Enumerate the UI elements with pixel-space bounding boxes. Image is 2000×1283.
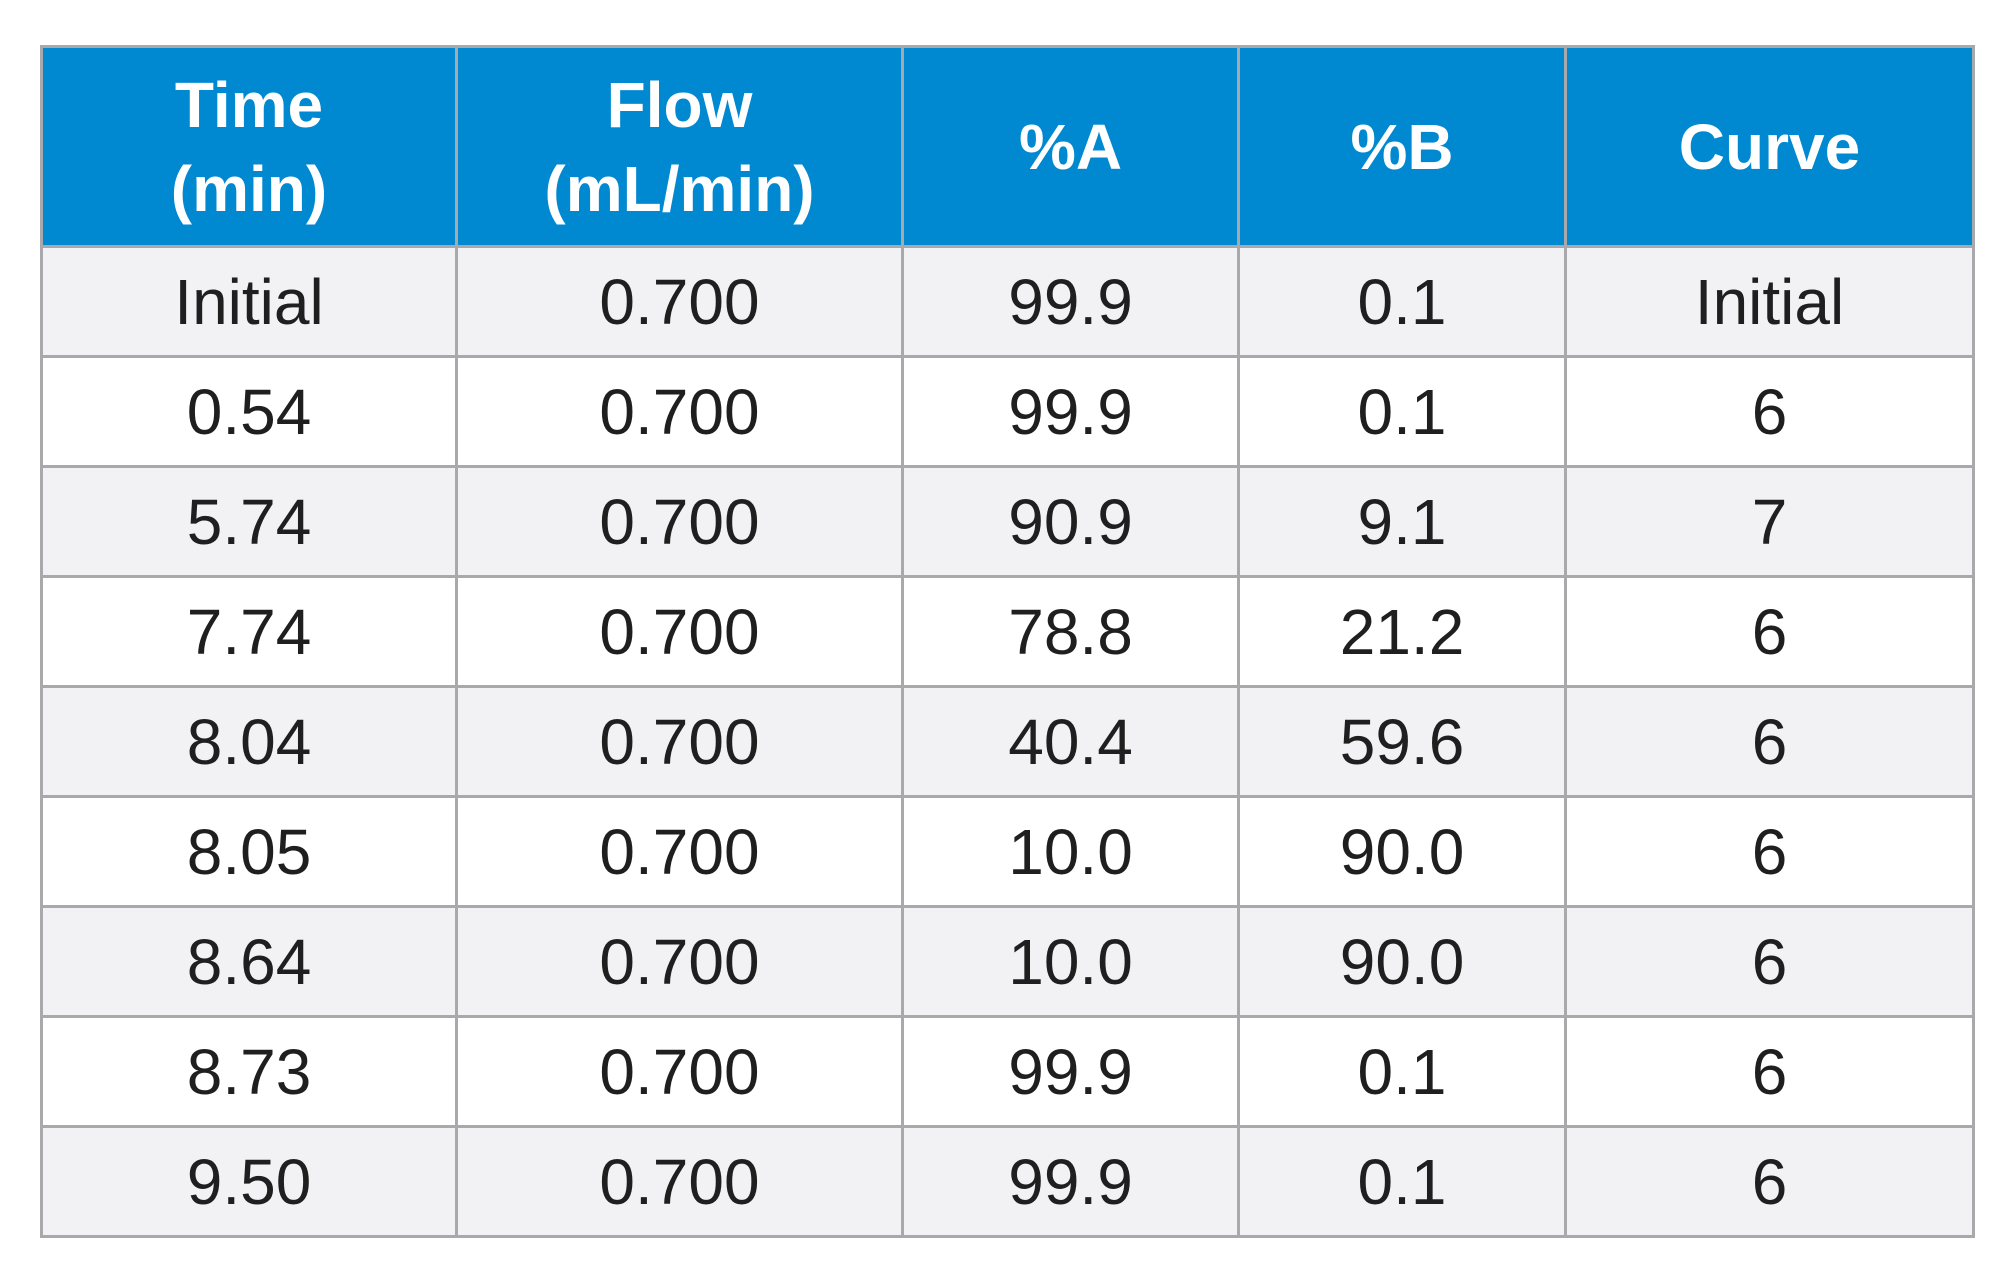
cell-curve: 6 [1564, 1125, 1975, 1238]
cell-percent-b: 0.1 [1237, 1015, 1567, 1128]
table-row: 8.64 0.700 10.0 90.0 6 [40, 905, 1975, 1018]
cell-time: 0.54 [40, 355, 458, 468]
cell-flow: 0.700 [455, 575, 904, 688]
cell-time: 8.05 [40, 795, 458, 908]
cell-flow: 0.700 [455, 795, 904, 908]
cell-flow: 0.700 [455, 1015, 904, 1128]
cell-curve: 7 [1564, 465, 1975, 578]
cell-percent-a: 99.9 [901, 245, 1240, 358]
header-flow-unit: (mL/min) [544, 152, 815, 225]
header-curve-label: Curve [1678, 110, 1861, 183]
cell-time: 7.74 [40, 575, 458, 688]
cell-percent-b: 0.1 [1237, 355, 1567, 468]
cell-time: Initial [40, 245, 458, 358]
cell-flow: 0.700 [455, 685, 904, 798]
cell-percent-a: 40.4 [901, 685, 1240, 798]
table-row: 8.73 0.700 99.9 0.1 6 [40, 1015, 1975, 1128]
cell-curve: 6 [1564, 795, 1975, 908]
cell-curve: 6 [1564, 905, 1975, 1018]
header-percent-a: %A [901, 45, 1240, 248]
cell-curve: 6 [1564, 575, 1975, 688]
cell-percent-b: 90.0 [1237, 905, 1567, 1018]
table-header: Time (min) Flow (mL/min) %A %B Curve [40, 45, 1975, 248]
table-row: 9.50 0.700 99.9 0.1 6 [40, 1125, 1975, 1238]
cell-percent-a: 78.8 [901, 575, 1240, 688]
cell-curve: Initial [1564, 245, 1975, 358]
header-time-unit: (min) [170, 152, 328, 225]
cell-percent-a: 90.9 [901, 465, 1240, 578]
cell-percent-b: 21.2 [1237, 575, 1567, 688]
cell-curve: 6 [1564, 1015, 1975, 1128]
cell-percent-b: 90.0 [1237, 795, 1567, 908]
table-row: 0.54 0.700 99.9 0.1 6 [40, 355, 1975, 468]
cell-flow: 0.700 [455, 355, 904, 468]
table-row: 5.74 0.700 90.9 9.1 7 [40, 465, 1975, 578]
cell-percent-b: 59.6 [1237, 685, 1567, 798]
header-row: Time (min) Flow (mL/min) %A %B Curve [40, 45, 1975, 248]
cell-curve: 6 [1564, 355, 1975, 468]
cell-time: 5.74 [40, 465, 458, 578]
header-time: Time (min) [40, 45, 458, 248]
table-row: 8.05 0.700 10.0 90.0 6 [40, 795, 1975, 908]
cell-percent-a: 10.0 [901, 905, 1240, 1018]
cell-curve: 6 [1564, 685, 1975, 798]
header-time-label: Time [174, 68, 324, 141]
cell-time: 8.04 [40, 685, 458, 798]
gradient-table: Time (min) Flow (mL/min) %A %B Curve Ini… [40, 45, 1975, 1238]
header-flow: Flow (mL/min) [455, 45, 904, 248]
header-flow-label: Flow [606, 68, 753, 141]
table-row: 8.04 0.700 40.4 59.6 6 [40, 685, 1975, 798]
header-curve: Curve [1564, 45, 1975, 248]
cell-percent-a: 99.9 [901, 355, 1240, 468]
header-percent-b-label: %B [1350, 110, 1454, 183]
header-percent-a-label: %A [1018, 110, 1123, 183]
cell-percent-a: 99.9 [901, 1015, 1240, 1128]
cell-flow: 0.700 [455, 905, 904, 1018]
cell-percent-b: 0.1 [1237, 245, 1567, 358]
cell-flow: 0.700 [455, 465, 904, 578]
table-row: 7.74 0.700 78.8 21.2 6 [40, 575, 1975, 688]
header-percent-b: %B [1237, 45, 1567, 248]
cell-time: 8.73 [40, 1015, 458, 1128]
cell-percent-a: 10.0 [901, 795, 1240, 908]
cell-time: 9.50 [40, 1125, 458, 1238]
table-body: Initial 0.700 99.9 0.1 Initial 0.54 0.700 99.9 0… [40, 245, 1975, 1238]
cell-flow: 0.700 [455, 245, 904, 358]
cell-time: 8.64 [40, 905, 458, 1018]
cell-percent-b: 9.1 [1237, 465, 1567, 578]
cell-percent-a: 99.9 [901, 1125, 1240, 1238]
cell-percent-b: 0.1 [1237, 1125, 1567, 1238]
table-row: Initial 0.700 99.9 0.1 Initial [40, 245, 1975, 358]
cell-flow: 0.700 [455, 1125, 904, 1238]
